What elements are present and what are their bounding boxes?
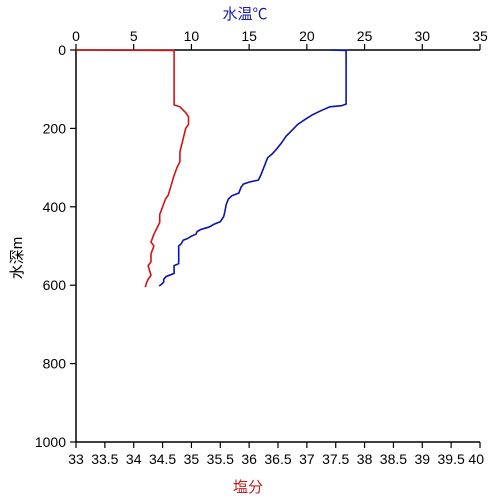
bottom-tick-label: 36.5 xyxy=(264,451,291,467)
bottom-tick-label: 35.5 xyxy=(207,451,234,467)
bottom-tick-label: 38.5 xyxy=(380,451,407,467)
y-tick-label: 1000 xyxy=(35,434,66,450)
top-tick-label: 25 xyxy=(357,28,373,44)
left-ticks: 0 200 400 600 800 1000 xyxy=(35,42,76,450)
y-tick-label: 400 xyxy=(43,199,67,215)
y-tick-label: 0 xyxy=(58,42,66,58)
top-tick-label: 15 xyxy=(241,28,257,44)
temperature-series-line xyxy=(158,49,347,287)
top-tick-label: 35 xyxy=(472,28,488,44)
bottom-tick-label: 38 xyxy=(357,451,373,467)
y-tick-label: 200 xyxy=(43,120,67,136)
bottom-tick-label: 33 xyxy=(68,451,84,467)
salinity-series-line xyxy=(75,49,190,288)
y-tick-label: 800 xyxy=(43,356,67,372)
y-tick-label: 600 xyxy=(43,277,67,293)
bottom-tick-label: 39.5 xyxy=(438,451,465,467)
top-ticks: 0 5 10 15 20 25 30 35 xyxy=(72,28,488,50)
bottom-tick-label: 34 xyxy=(126,451,142,467)
series-layer xyxy=(75,49,347,288)
top-tick-label: 0 xyxy=(72,28,80,44)
left-axis-title: 水深m xyxy=(9,237,26,280)
top-tick-label: 20 xyxy=(299,28,315,44)
bottom-tick-label: 36 xyxy=(241,451,257,467)
bottom-tick-label: 33.5 xyxy=(91,451,118,467)
top-axis-title: 水温℃ xyxy=(222,6,267,23)
bottom-tick-label: 35 xyxy=(184,451,200,467)
top-tick-label: 30 xyxy=(414,28,430,44)
top-tick-label: 5 xyxy=(130,28,138,44)
bottom-tick-label: 37.5 xyxy=(322,451,349,467)
bottom-tick-label: 34.5 xyxy=(149,451,176,467)
bottom-axis-title: 塩分 xyxy=(233,479,263,496)
top-tick-label: 10 xyxy=(184,28,200,44)
bottom-tick-label: 40 xyxy=(468,451,484,467)
bottom-tick-label: 39 xyxy=(414,451,430,467)
bottom-tick-label: 37 xyxy=(299,451,315,467)
bottom-ticks: 33 33.5 34 34.5 35 35.5 36 36.5 37 37.5 38 38.5 39 39… xyxy=(68,442,484,467)
